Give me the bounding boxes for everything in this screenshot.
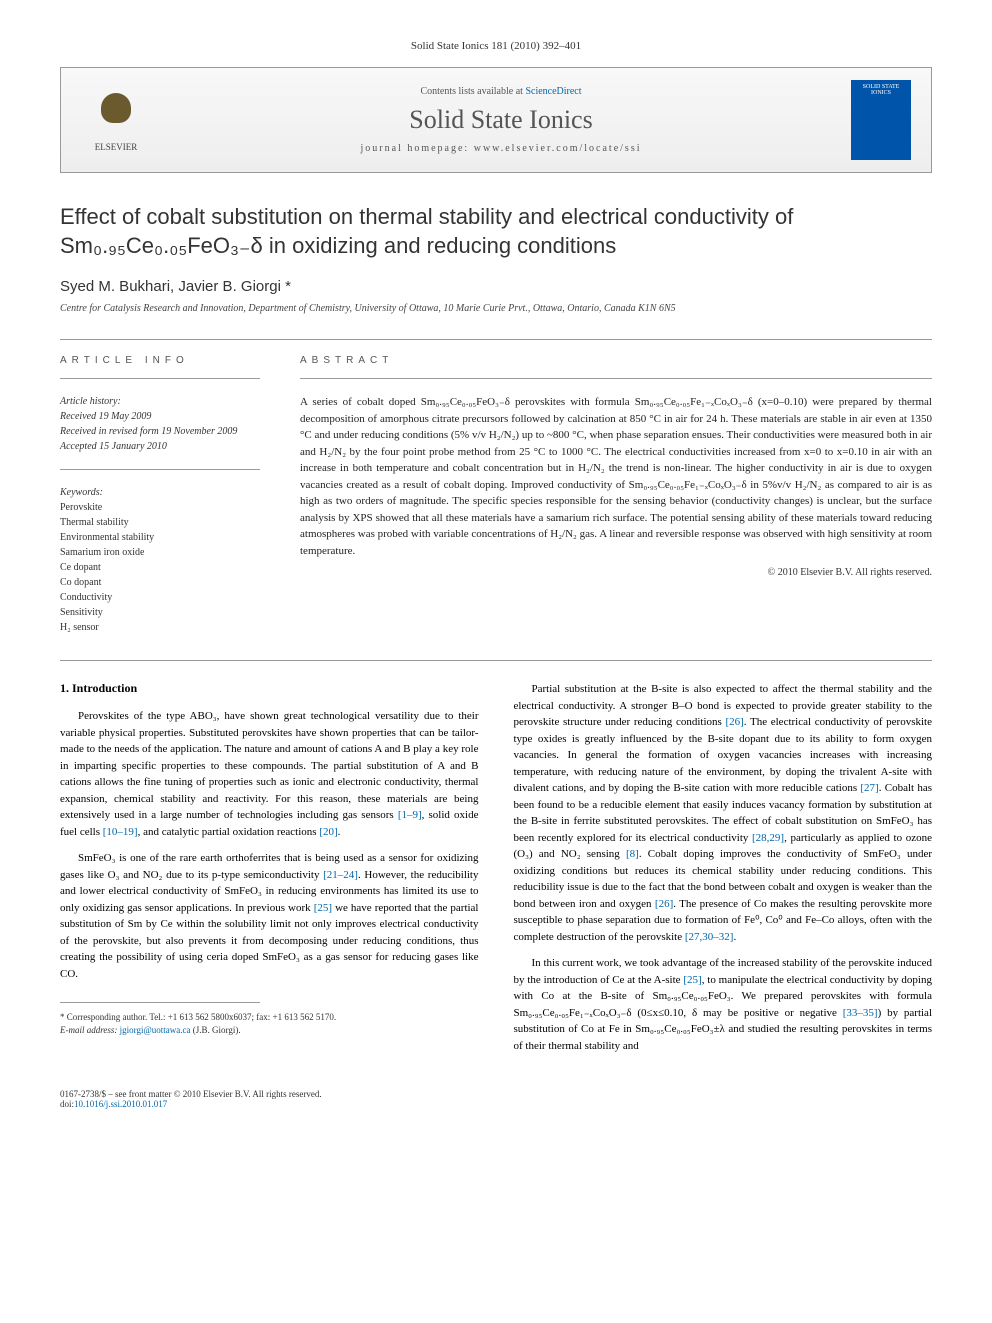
keywords-block: Keywords: Perovskite Thermal stability E… — [60, 485, 260, 635]
publisher-logo: ELSEVIER — [81, 85, 151, 155]
accepted-date: Accepted 15 January 2010 — [60, 439, 260, 454]
contents-line: Contents lists available at ScienceDirec… — [151, 86, 851, 97]
p1-end: . — [338, 826, 341, 838]
corresponding-line: * Corresponding author. Tel.: +1 613 562… — [60, 1011, 479, 1024]
right-column: Partial substitution at the B-site is al… — [514, 681, 933, 1064]
info-divider-2 — [60, 469, 260, 470]
abstract-text: A series of cobalt doped Sm₀.₉₅Ce₀.₀₅FeO… — [300, 394, 932, 559]
p3-g: . — [733, 931, 736, 943]
keyword: Thermal stability — [60, 515, 260, 530]
article-history: Article history: Received 19 May 2009 Re… — [60, 394, 260, 454]
info-divider — [60, 378, 260, 379]
copyright-line: © 2010 Elsevier B.V. All rights reserved… — [300, 567, 932, 578]
footnote-rule — [60, 1002, 260, 1011]
email-suffix: (J.B. Giorgi). — [191, 1025, 241, 1035]
elsevier-tree-icon — [91, 88, 141, 138]
doi-link[interactable]: 10.1016/j.ssi.2010.01.017 — [74, 1099, 167, 1109]
sciencedirect-link[interactable]: ScienceDirect — [525, 86, 581, 97]
ref-link[interactable]: [20] — [319, 826, 337, 838]
journal-cover-thumb: SOLID STATE IONICS — [851, 80, 911, 160]
history-label: Article history: — [60, 394, 260, 409]
email-label: E-mail address: — [60, 1025, 120, 1035]
author-list: Syed M. Bukhari, Javier B. Giorgi * — [60, 278, 932, 295]
keyword: Ce dopant — [60, 560, 260, 575]
ref-link[interactable]: [25] — [314, 902, 332, 914]
email-link[interactable]: jgiorgi@uottawa.ca — [120, 1025, 191, 1035]
ref-link[interactable]: [10–19] — [103, 826, 138, 838]
intro-p1: Perovskites of the type ABO₃, have shown… — [60, 708, 479, 840]
ref-link[interactable]: [28,29] — [752, 832, 784, 844]
ref-link[interactable]: [8] — [626, 848, 639, 860]
body-columns: 1. Introduction Perovskites of the type … — [60, 681, 932, 1064]
keyword: Environmental stability — [60, 530, 260, 545]
intro-p2: SmFeO₃ is one of the rare earth orthofer… — [60, 850, 479, 982]
contents-prefix: Contents lists available at — [420, 86, 525, 97]
keywords-label: Keywords: — [60, 485, 260, 500]
doi-label: doi: — [60, 1099, 74, 1109]
ref-link[interactable]: [27,30–32] — [685, 931, 734, 943]
email-line: E-mail address: jgiorgi@uottawa.ca (J.B.… — [60, 1024, 479, 1037]
abstract-column: ABSTRACT A series of cobalt doped Sm₀.₉₅… — [300, 355, 932, 635]
article-info-label: ARTICLE INFO — [60, 355, 260, 366]
p1-mid2: , and catalytic partial oxidation reacti… — [138, 826, 320, 838]
keyword: Co dopant — [60, 575, 260, 590]
homepage-prefix: journal homepage: — [361, 143, 474, 154]
article-title: Effect of cobalt substitution on thermal… — [60, 203, 932, 260]
doi-line: doi:10.1016/j.ssi.2010.01.017 — [60, 1099, 932, 1109]
left-column: 1. Introduction Perovskites of the type … — [60, 681, 479, 1064]
intro-p3: Partial substitution at the B-site is al… — [514, 681, 933, 945]
publisher-name: ELSEVIER — [95, 142, 138, 152]
p1-text: Perovskites of the type ABO₃, have shown… — [60, 710, 479, 821]
keyword: Sensitivity — [60, 605, 260, 620]
journal-title: Solid State Ionics — [151, 105, 851, 135]
revised-date: Received in revised form 19 November 200… — [60, 424, 260, 439]
ref-link[interactable]: [21–24] — [323, 869, 358, 881]
main-divider — [60, 660, 932, 661]
banner-center: Contents lists available at ScienceDirec… — [151, 86, 851, 154]
corresponding-author: * Corresponding author. Tel.: +1 613 562… — [60, 1011, 479, 1036]
ref-link[interactable]: [1–9] — [398, 809, 422, 821]
journal-homepage: journal homepage: www.elsevier.com/locat… — [151, 143, 851, 154]
ref-link[interactable]: [26] — [725, 716, 743, 728]
issn-line: 0167-2738/$ – see front matter © 2010 El… — [60, 1089, 932, 1099]
affiliation: Centre for Catalysis Research and Innova… — [60, 303, 932, 314]
ref-link[interactable]: [25] — [683, 974, 701, 986]
ref-link[interactable]: [27] — [860, 782, 878, 794]
abstract-label: ABSTRACT — [300, 355, 932, 366]
abstract-divider — [300, 378, 932, 379]
received-date: Received 19 May 2009 — [60, 409, 260, 424]
ref-link[interactable]: [33–35] — [843, 1007, 878, 1019]
homepage-url: www.elsevier.com/locate/ssi — [474, 143, 642, 154]
running-header: Solid State Ionics 181 (2010) 392–401 — [60, 40, 932, 52]
intro-p4: In this current work, we took advantage … — [514, 955, 933, 1054]
journal-banner: ELSEVIER Contents lists available at Sci… — [60, 67, 932, 173]
divider — [60, 339, 932, 340]
intro-heading: 1. Introduction — [60, 681, 479, 696]
keyword: Perovskite — [60, 500, 260, 515]
ref-link[interactable]: [26] — [655, 898, 673, 910]
keyword: H₂ sensor — [60, 620, 260, 635]
info-abstract-row: ARTICLE INFO Article history: Received 1… — [60, 355, 932, 635]
article-info-column: ARTICLE INFO Article history: Received 1… — [60, 355, 260, 635]
page-footer: 0167-2738/$ – see front matter © 2010 El… — [60, 1089, 932, 1109]
keyword: Conductivity — [60, 590, 260, 605]
keyword: Samarium iron oxide — [60, 545, 260, 560]
